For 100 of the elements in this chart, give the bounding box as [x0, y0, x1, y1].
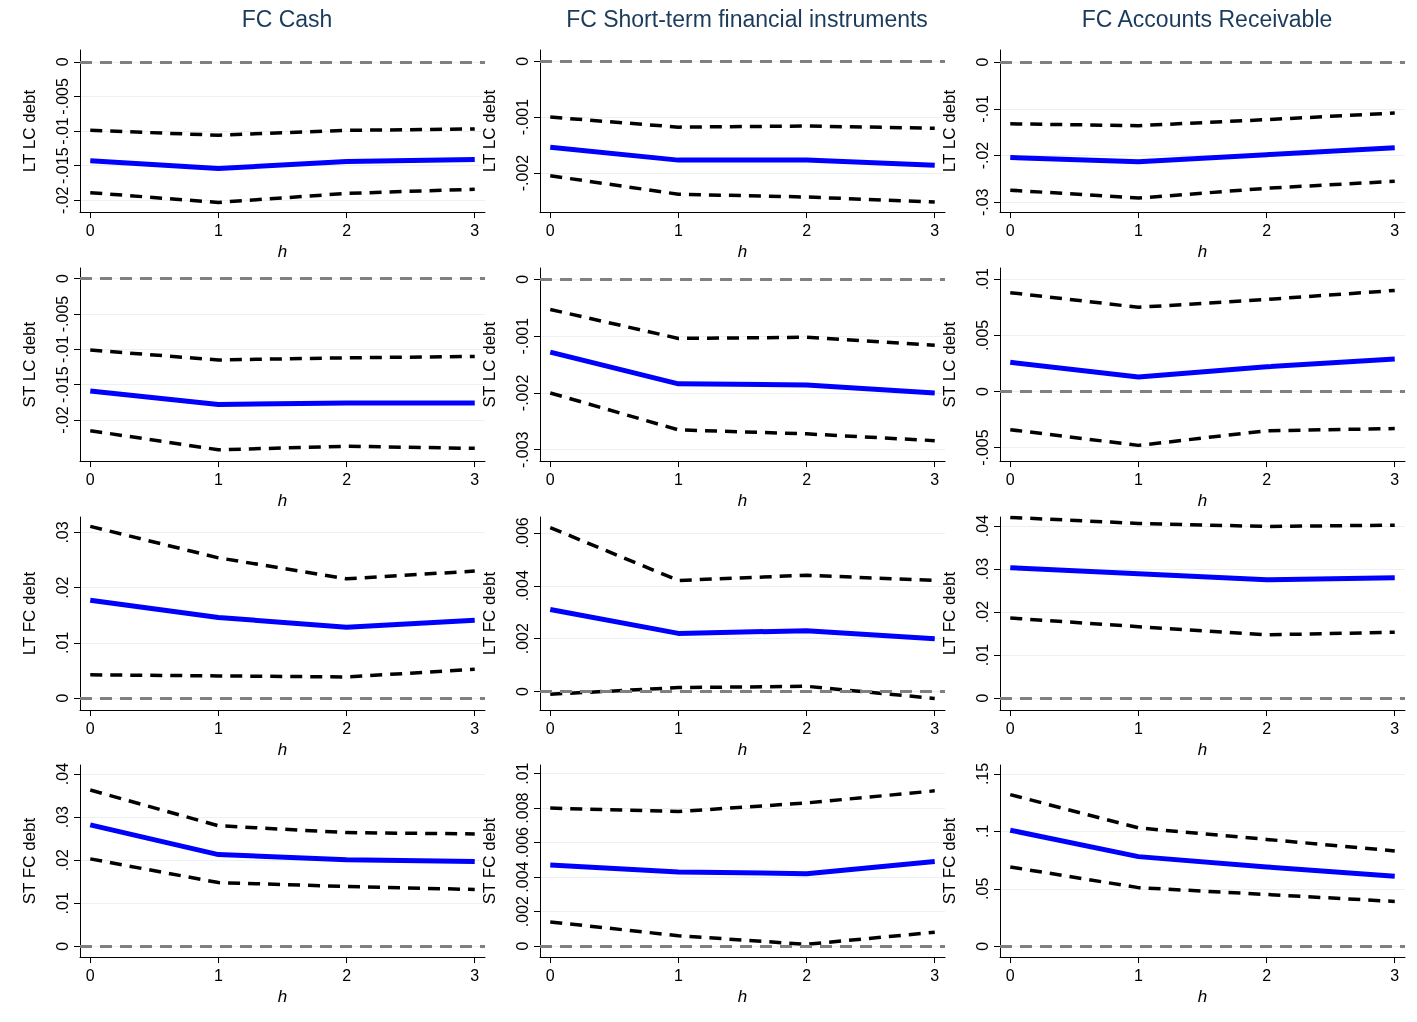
y-tick-label: 0: [53, 274, 71, 284]
line-series: [548, 391, 937, 443]
x-tick-label: 2: [342, 470, 352, 488]
x-tick-label: 3: [470, 470, 480, 488]
line-series: [1008, 111, 1397, 128]
x-tick-label: 3: [930, 966, 940, 984]
y-tick-label: -.001: [513, 317, 531, 355]
x-axis-title: h: [737, 491, 748, 510]
y-tick-label: 0: [973, 941, 991, 951]
x-tick-label: 2: [1262, 221, 1272, 239]
y-tick-label: -.002: [513, 154, 531, 192]
x-tick-label: 3: [930, 719, 940, 737]
line-series: [1008, 288, 1397, 310]
y-axis-title: ST LC debt: [480, 321, 499, 408]
line-series: [1008, 616, 1397, 637]
line-series: [88, 428, 477, 452]
x-tick-label: 3: [1390, 719, 1400, 737]
line-series: [88, 187, 477, 205]
x-tick-label: 1: [213, 719, 223, 737]
y-tick-label: 0: [513, 687, 531, 697]
x-axis-title: h: [277, 740, 288, 759]
x-tick-label: 3: [1390, 221, 1400, 239]
y-axis-title: ST LC debt: [20, 321, 39, 408]
x-tick-label: 3: [930, 470, 940, 488]
x-axis-title: h: [277, 987, 288, 1006]
x-tick-label: 0: [545, 719, 555, 737]
line-series: [88, 667, 477, 679]
y-tick-label: 0: [973, 693, 991, 703]
x-axis-title: h: [277, 491, 288, 510]
y-tick-label: .004: [513, 861, 531, 893]
y-tick-label: .006: [513, 517, 531, 549]
y-tick-label: -.015: [53, 366, 71, 403]
line-series: [1008, 179, 1397, 200]
x-tick-label: 2: [802, 966, 812, 984]
x-tick-label: 1: [213, 221, 223, 239]
line-series: [548, 684, 937, 701]
y-tick-label: .04: [53, 762, 71, 786]
chart-title: FC Cash: [241, 5, 333, 32]
y-tick-label: 0: [513, 941, 531, 951]
y-tick-label: .1: [973, 824, 991, 839]
x-axis-title: h: [737, 242, 748, 261]
y-tick-label: -.003: [513, 431, 531, 468]
y-axis-title: LT FC debt: [480, 571, 499, 656]
line-series: [1008, 426, 1397, 448]
line-series: [548, 789, 937, 814]
y-axis-title: LT LC debt: [480, 89, 499, 173]
x-tick-label: 3: [930, 221, 940, 239]
y-tick-label: .03: [53, 521, 71, 544]
x-axis-title: h: [1197, 987, 1208, 1006]
line-series: [88, 788, 477, 836]
x-axis-title: h: [1197, 491, 1208, 510]
y-tick-label: 0: [53, 693, 71, 703]
line-series: [1008, 515, 1397, 529]
x-tick-label: 0: [1005, 966, 1015, 984]
line-series: [88, 524, 477, 581]
chart-title: FC Accounts Receivable: [1081, 5, 1333, 32]
x-tick-label: 1: [673, 470, 683, 488]
y-tick-label: -.02: [973, 141, 991, 170]
x-tick-label: 1: [673, 966, 683, 984]
x-tick-label: 0: [85, 221, 95, 239]
x-tick-label: 1: [1133, 719, 1143, 737]
y-tick-label: .02: [53, 848, 71, 872]
line-series: [548, 920, 937, 947]
y-axis-title: ST FC debt: [940, 817, 959, 905]
x-tick-label: 1: [673, 719, 683, 737]
x-tick-label: 0: [1005, 470, 1015, 488]
y-tick-label: -.005: [53, 295, 71, 333]
x-tick-label: 1: [1133, 221, 1143, 239]
y-tick-label: -.03: [973, 188, 991, 217]
line-series: [548, 115, 937, 131]
line-series: [1008, 792, 1397, 853]
x-tick-label: 2: [1262, 966, 1272, 984]
x-tick-label: 1: [1133, 966, 1143, 984]
y-tick-label: 0: [973, 57, 991, 67]
y-tick-label: .006: [513, 826, 531, 859]
y-tick-label: 0: [53, 941, 71, 951]
y-axis-title: LT FC debt: [940, 571, 959, 656]
y-axis-title: ST LC debt: [940, 321, 959, 408]
y-tick-label: -.02: [53, 406, 71, 434]
x-tick-label: 3: [1390, 470, 1400, 488]
x-axis-title: h: [737, 987, 748, 1006]
y-tick-label: -.015: [53, 147, 71, 184]
x-tick-label: 3: [1390, 966, 1400, 984]
x-tick-label: 3: [470, 719, 480, 737]
x-tick-label: 2: [342, 719, 352, 737]
x-tick-label: 1: [1133, 470, 1143, 488]
x-tick-label: 2: [342, 221, 352, 239]
x-tick-label: 1: [673, 221, 683, 239]
y-tick-label: 0: [513, 274, 531, 284]
chart-title: FC Short-term financial instruments: [566, 5, 928, 32]
y-tick-label: .02: [53, 576, 71, 599]
x-tick-label: 3: [470, 966, 480, 984]
x-tick-label: 0: [545, 221, 555, 239]
x-tick-label: 0: [85, 470, 95, 488]
x-tick-label: 0: [85, 719, 95, 737]
y-tick-label: -.005: [53, 78, 71, 115]
y-tick-label: .15: [973, 762, 991, 786]
x-tick-label: 1: [213, 470, 223, 488]
x-axis-title: h: [737, 740, 748, 759]
y-tick-label: -.01: [53, 117, 71, 145]
